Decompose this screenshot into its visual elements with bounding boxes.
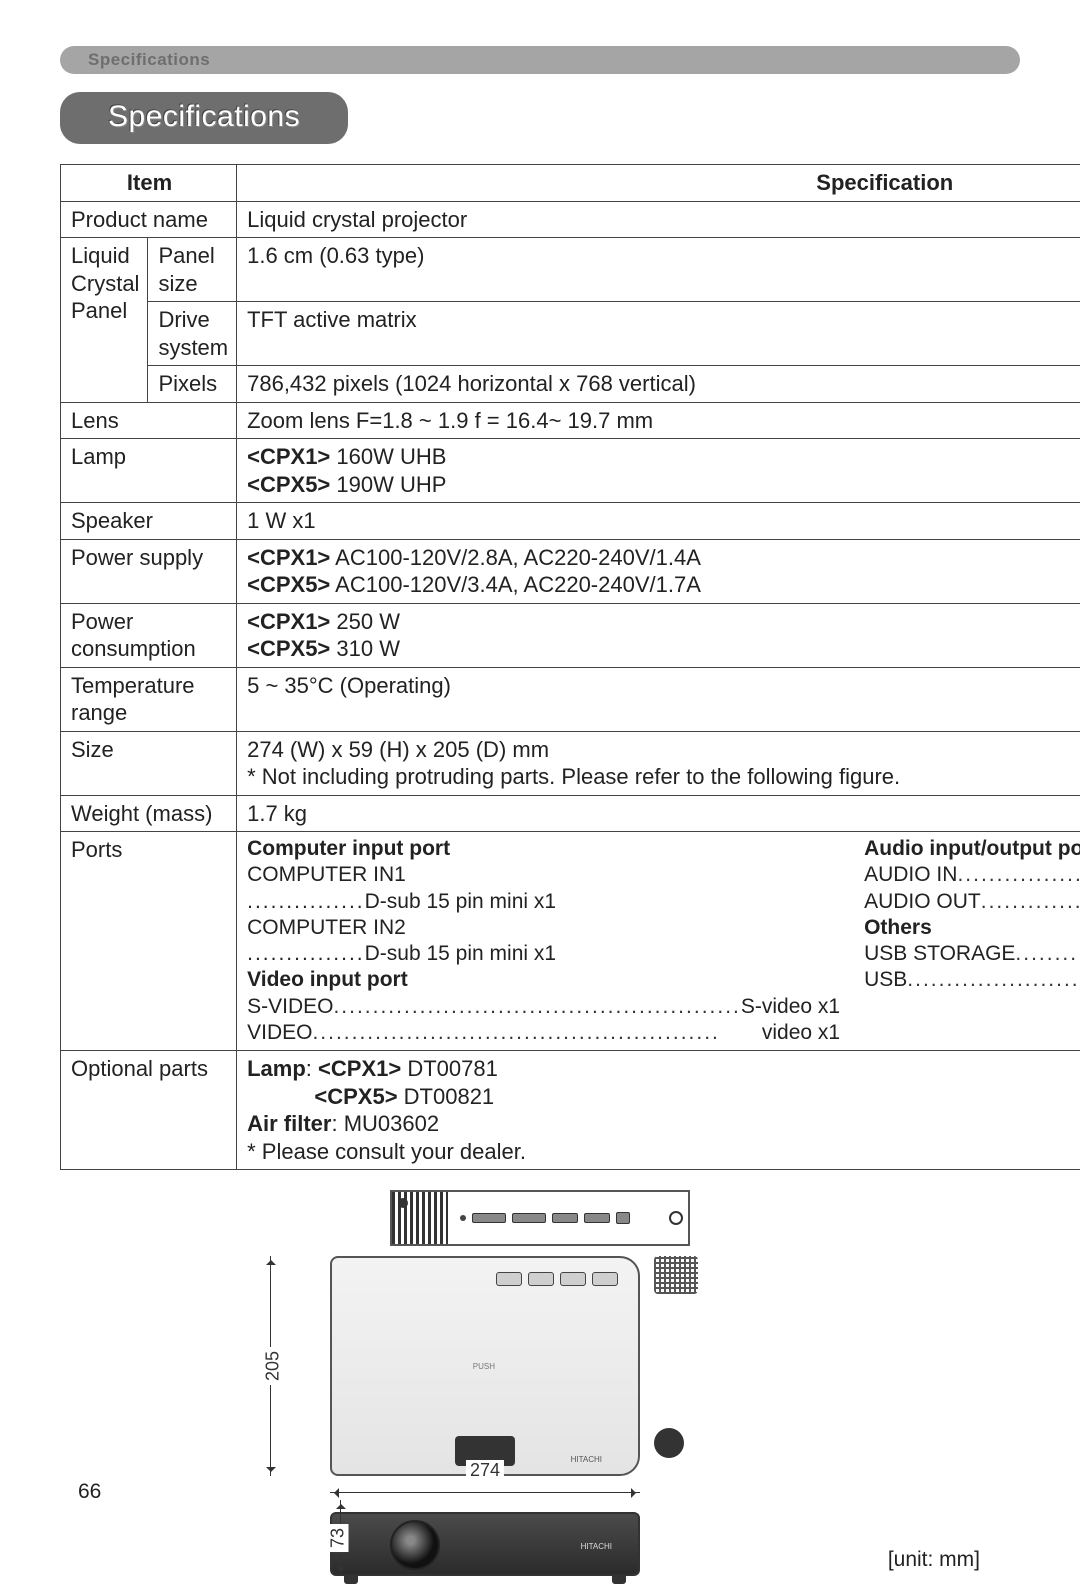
row-label: Pixels bbox=[148, 366, 237, 403]
dim-depth: 205 bbox=[260, 1256, 280, 1476]
knob-icon bbox=[669, 1211, 683, 1225]
title-pill: Specifications bbox=[60, 92, 348, 144]
vent-icon bbox=[392, 1192, 448, 1244]
row-value: TFT active matrix bbox=[237, 302, 1080, 366]
page: Specifications Specifications Item Speci… bbox=[0, 0, 1080, 1532]
power-plug-icon bbox=[654, 1428, 684, 1458]
row-value: Zoom lens F=1.8 ~ 1.9 f = 16.4~ 19.7 mm bbox=[237, 402, 1080, 439]
row-label: Size bbox=[61, 731, 237, 795]
row-value: Lamp: <CPX1> DT00781 Lamp: <CPX5> DT0082… bbox=[237, 1051, 1080, 1170]
ports-right: Audio input/output port AUDIO INStereo m… bbox=[864, 836, 1080, 1046]
projector-front-view: HITACHI bbox=[330, 1512, 640, 1576]
brand-label: HITACHI bbox=[581, 1542, 612, 1551]
breadcrumb-bar: Specifications bbox=[60, 46, 1020, 74]
row-label: Panel size bbox=[148, 238, 237, 302]
row-value: 786,432 pixels (1024 horizontal x 768 ve… bbox=[237, 366, 1080, 403]
row-value: Liquid crystal projector bbox=[237, 201, 1080, 238]
row-value: 1.7 kg bbox=[237, 795, 1080, 832]
ports-left: Computer input port COMPUTER IN1 D-sub 1… bbox=[247, 836, 840, 1046]
row-value: <CPX1> 250 W <CPX5> 310 W bbox=[237, 603, 1080, 667]
breadcrumb: Specifications bbox=[88, 50, 210, 70]
row-label: Product name bbox=[61, 201, 237, 238]
row-value: 1.6 cm (0.63 type) bbox=[237, 238, 1080, 302]
lcd-group: Liquid Crystal Panel bbox=[61, 238, 148, 403]
projector-top-view: PUSH HITACHI bbox=[330, 1256, 640, 1476]
row-label: Ports bbox=[61, 832, 237, 1051]
spec-table: Item Specification Product name Liquid c… bbox=[60, 164, 1080, 1170]
col-spec: Specification bbox=[237, 165, 1080, 202]
ports-cell: Computer input port COMPUTER IN1 D-sub 1… bbox=[237, 832, 1080, 1051]
push-label: PUSH bbox=[473, 1362, 495, 1371]
page-number: 66 bbox=[78, 1480, 101, 1504]
projector-rear-view bbox=[390, 1190, 690, 1246]
unit-label: [unit: mm] bbox=[888, 1548, 980, 1572]
row-label: Power supply bbox=[61, 539, 237, 603]
dim-width: 274 bbox=[330, 1482, 640, 1502]
row-label: Power consumption bbox=[61, 603, 237, 667]
row-value: <CPX1> 160W UHB <CPX5> 190W UHP bbox=[237, 439, 1080, 503]
row-label: Lens bbox=[61, 402, 237, 439]
row-value: 274 (W) x 59 (H) x 205 (D) mm * Not incl… bbox=[237, 731, 1080, 795]
col-item: Item bbox=[61, 165, 237, 202]
row-value: <CPX1> AC100-120V/2.8A, AC220-240V/1.4A … bbox=[237, 539, 1080, 603]
row-label: Weight (mass) bbox=[61, 795, 237, 832]
row-label: Temperature range bbox=[61, 667, 237, 731]
row-value: 5 ~ 35°C (Operating) bbox=[237, 667, 1080, 731]
vent-grid-icon bbox=[654, 1256, 698, 1294]
lens-icon bbox=[390, 1520, 440, 1570]
brand-label: HITACHI bbox=[571, 1455, 602, 1464]
row-label: Drive system bbox=[148, 302, 237, 366]
dim-overall-height: 73 bbox=[330, 1500, 350, 1576]
row-value: 1 W x1 bbox=[237, 503, 1080, 540]
row-label: Speaker bbox=[61, 503, 237, 540]
page-title: Specifications bbox=[108, 100, 300, 133]
row-label: Lamp bbox=[61, 439, 237, 503]
row-label: Optional parts bbox=[61, 1051, 237, 1170]
dimension-figure: PUSH HITACHI 205 274 bbox=[60, 1190, 1020, 1581]
